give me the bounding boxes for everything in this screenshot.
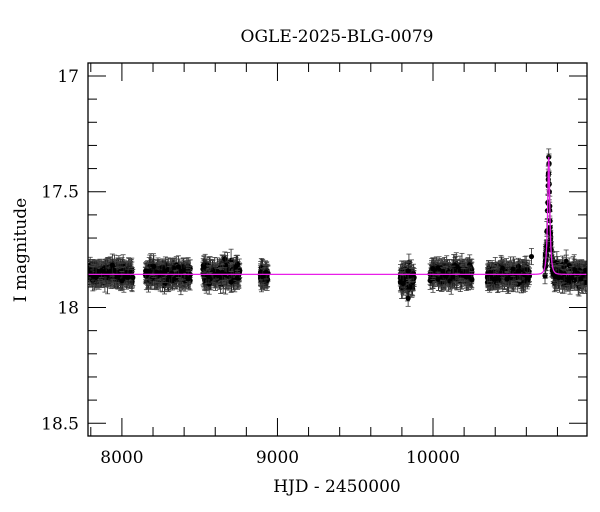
x-tick-label: 8000 [100, 448, 143, 468]
y-tick-label: 17.5 [41, 183, 79, 203]
chart-title: OGLE-2025-BLG-0079 [241, 27, 434, 47]
x-tick-label: 9000 [256, 448, 299, 468]
y-tick-label: 18 [57, 298, 79, 318]
model-curve [88, 156, 587, 276]
x-axis-label: HJD - 2450000 [273, 477, 401, 497]
y-axis-label: I magnitude [11, 198, 31, 302]
plot-frame [87, 62, 588, 437]
y-tick-label: 18.5 [41, 414, 79, 434]
tick-labels: 8000 9000 10000 17 17.5 18 18.5 [41, 67, 460, 468]
data-points [88, 148, 587, 307]
x-tick-label: 10000 [406, 448, 460, 468]
axis-ticks [88, 63, 587, 436]
y-tick-label: 17 [57, 67, 79, 87]
